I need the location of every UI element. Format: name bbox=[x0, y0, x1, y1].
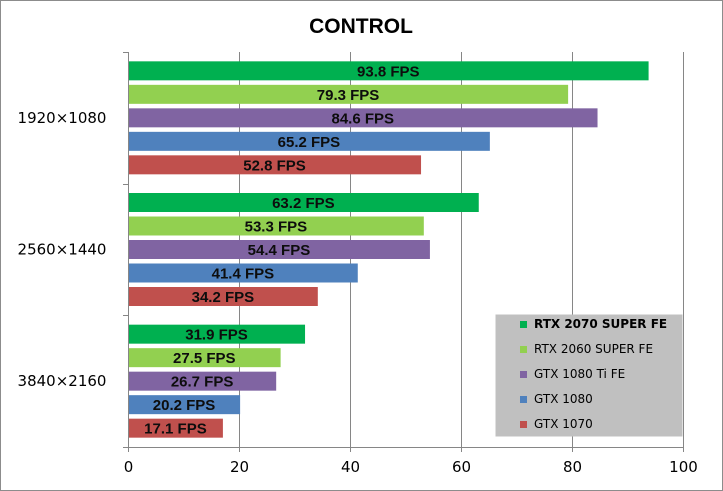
bar bbox=[129, 193, 479, 212]
axes: 0 20 40 60 80 100 1920×1080 2560×1440 3840×2160 bbox=[18, 52, 698, 476]
data-labels: 93.8 FPS 79.3 FPS 84.6 FPS 65.2 FPS 52.8 FPS… bbox=[144, 63, 419, 437]
data-label: 31.9 FPS bbox=[185, 327, 248, 344]
legend-label: GTX 1080 Ti FE bbox=[534, 367, 625, 381]
data-label: 93.8 FPS bbox=[357, 63, 420, 80]
data-label: 63.2 FPS bbox=[272, 195, 335, 212]
legend-label: RTX 2070 SUPER FE bbox=[534, 317, 667, 331]
legend-label: GTX 1080 bbox=[534, 392, 593, 406]
legend-label: GTX 1070 bbox=[534, 417, 593, 431]
x-tick-label: 0 bbox=[124, 458, 134, 476]
category-label: 1920×1080 bbox=[18, 109, 107, 127]
data-label: 20.2 FPS bbox=[153, 397, 216, 414]
bar bbox=[129, 84, 569, 104]
data-label: 65.2 FPS bbox=[278, 134, 341, 151]
data-label: 17.1 FPS bbox=[144, 421, 207, 438]
legend-swatch bbox=[520, 396, 527, 403]
legend-swatch bbox=[520, 421, 527, 428]
legend-swatch bbox=[520, 371, 527, 378]
bar bbox=[129, 263, 358, 283]
data-label: 26.7 FPS bbox=[171, 374, 234, 391]
x-tick-label: 100 bbox=[669, 458, 698, 476]
bar bbox=[129, 371, 277, 391]
x-tick-label: 40 bbox=[341, 458, 360, 476]
data-label: 34.2 FPS bbox=[192, 289, 255, 306]
legend-swatch bbox=[520, 346, 527, 353]
bar bbox=[129, 287, 318, 306]
bar bbox=[129, 324, 306, 344]
bar bbox=[129, 108, 598, 128]
bar bbox=[129, 155, 422, 175]
x-tick-label: 80 bbox=[563, 458, 582, 476]
data-label: 84.6 FPS bbox=[331, 110, 394, 127]
data-label: 54.4 FPS bbox=[248, 242, 311, 259]
bar bbox=[129, 240, 430, 259]
bar bbox=[129, 216, 424, 236]
legend-swatch bbox=[520, 321, 527, 328]
data-label: 52.8 FPS bbox=[243, 157, 306, 174]
bars bbox=[129, 61, 649, 438]
bar bbox=[129, 131, 490, 151]
data-label: 53.3 FPS bbox=[245, 219, 308, 236]
data-label: 27.5 FPS bbox=[173, 350, 236, 367]
category-label: 3840×2160 bbox=[18, 372, 107, 390]
category-label: 2560×1440 bbox=[18, 241, 107, 259]
x-tick-label: 20 bbox=[230, 458, 249, 476]
bar bbox=[129, 395, 241, 415]
legend: RTX 2070 SUPER FE RTX 2060 SUPER FE GTX 10… bbox=[495, 314, 683, 437]
bar bbox=[129, 61, 649, 81]
bar bbox=[129, 348, 281, 368]
x-tick-label: 60 bbox=[452, 458, 471, 476]
data-label: 41.4 FPS bbox=[212, 266, 275, 283]
chart-title: CONTROL bbox=[309, 15, 413, 38]
bar bbox=[129, 418, 223, 438]
legend-label: RTX 2060 SUPER FE bbox=[534, 342, 653, 356]
data-label: 79.3 FPS bbox=[317, 87, 380, 104]
